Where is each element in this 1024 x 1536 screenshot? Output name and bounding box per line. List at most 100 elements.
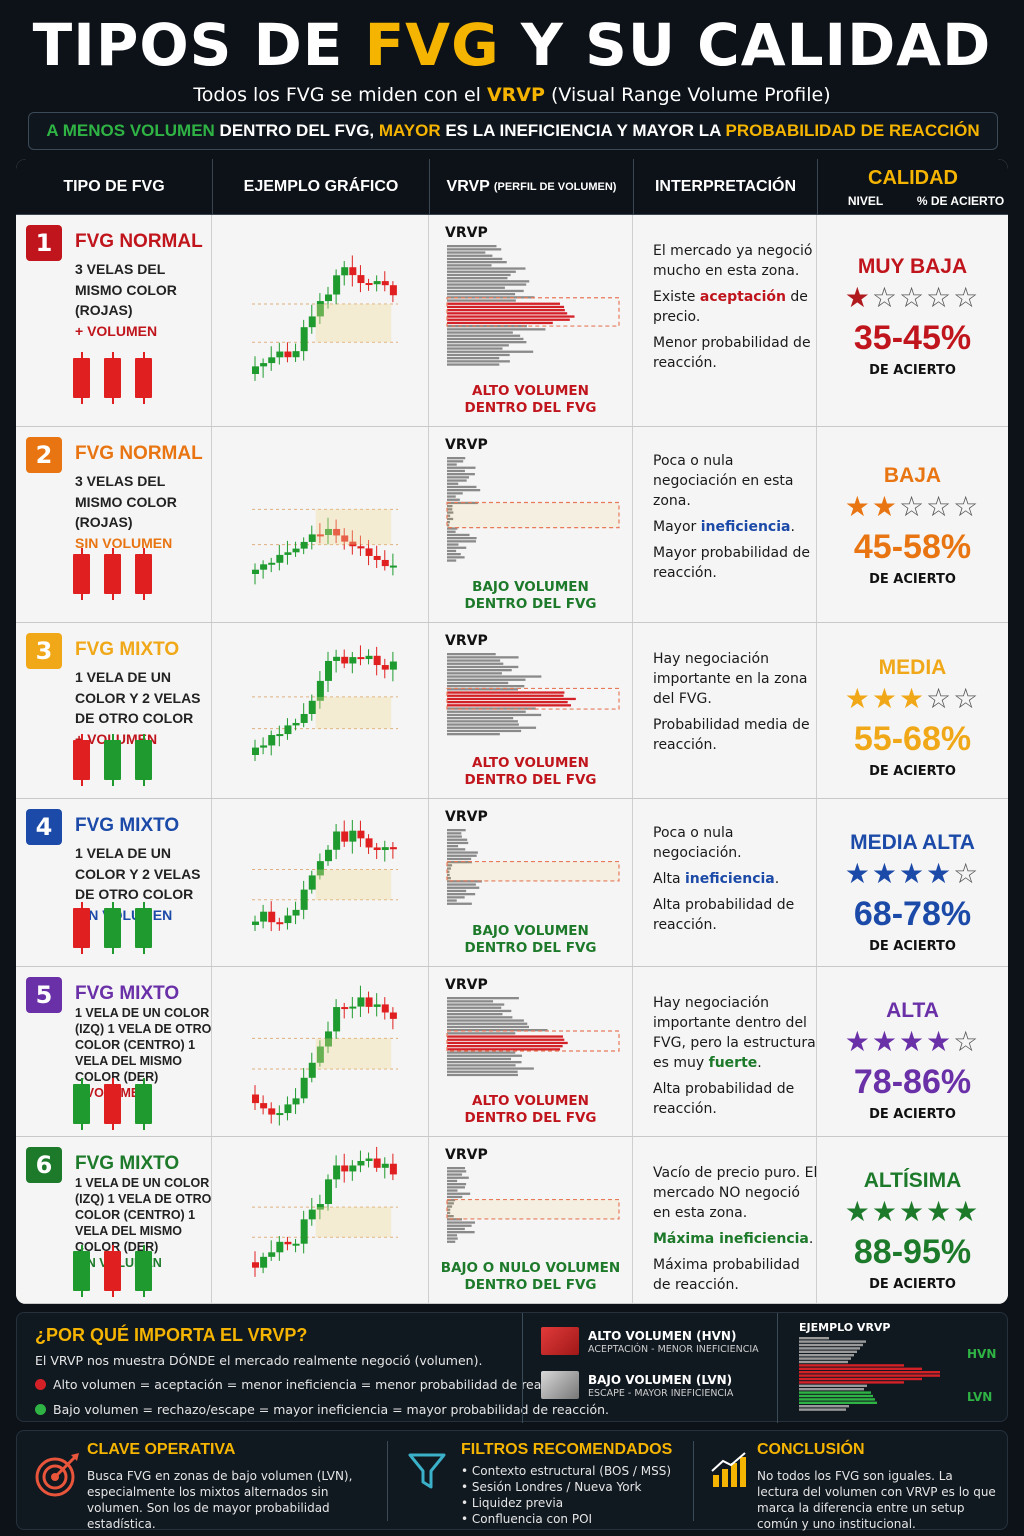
interpretation-text: Hay negociación importante dentro del FV… xyxy=(653,993,821,1125)
empty-star-icon: ☆ xyxy=(953,1025,981,1059)
filled-star-icon: ★ xyxy=(844,1025,872,1059)
accuracy-label: DE ACIERTO xyxy=(869,1276,956,1292)
filled-star-icon: ★ xyxy=(898,1194,927,1228)
fvg-type-name: FVG MIXTO xyxy=(75,983,180,1004)
empty-star-icon: ☆ xyxy=(926,490,954,524)
lvn-title: BAJO VOLUMEN (LVN) xyxy=(588,1373,733,1387)
fvg-type-name: FVG MIXTO xyxy=(75,815,180,836)
interp-line: Hay negociación importante en la zona de… xyxy=(653,651,808,707)
hvn-swatch xyxy=(541,1327,579,1355)
table-header: TIPO DE FVG EJEMPLO GRÁFICO VRVP (PERFIL … xyxy=(16,159,1008,215)
volume-label: ALTO VOLUMEN DENTRO DEL FVG xyxy=(464,1093,597,1126)
page-title: TIPOS DE FVG Y SU CALIDAD xyxy=(32,11,992,79)
vrvp-example: EJEMPLO VRVP HVN LVN xyxy=(783,1313,1009,1423)
green-candle-icon xyxy=(135,1245,152,1297)
fvg-type-name: FVG MIXTO xyxy=(75,639,180,660)
accuracy-label: DE ACIERTO xyxy=(869,938,956,954)
interp-cell: Poca o nula negociación en esta zona. May… xyxy=(633,427,817,622)
table-row: 4 FVG MIXTO 1 VELA DE UN COLOR Y 2 VELAS… xyxy=(16,799,1008,967)
red-candle-icon xyxy=(73,548,90,600)
type-cell: 1 FVG NORMAL 3 VELAS DEL MISMO COLOR (RO… xyxy=(16,215,212,426)
interp-cell: El mercado ya negoció mucho en esta zona… xyxy=(633,215,817,426)
volume-label: BAJO VOLUMEN DENTRO DEL FVG xyxy=(464,923,597,956)
page-subtitle: Todos los FVG se miden con el VRVP (Visu… xyxy=(193,84,831,106)
empty-star-icon: ☆ xyxy=(898,490,927,524)
quality-level: MUY BAJA xyxy=(857,255,968,279)
fvg-type-name: FVG NORMAL xyxy=(75,231,203,252)
vrvp-cell: VRVP BAJO VOLUMEN DENTRO DEL FVG xyxy=(429,427,633,622)
empty-star-icon: ☆ xyxy=(871,281,899,315)
interp-line: Alta probabilidad de reacción. xyxy=(653,897,795,933)
filled-star-icon: ★ xyxy=(844,281,872,315)
filled-star-icon: ★ xyxy=(926,1194,954,1228)
filled-star-icon: ★ xyxy=(926,856,954,890)
rating-stars: ★★☆☆☆ xyxy=(817,492,1008,522)
interp-line: Poca o nula negociación. xyxy=(653,825,742,861)
example-cell xyxy=(212,623,429,798)
table-row: 1 FVG NORMAL 3 VELAS DEL MISMO COLOR (RO… xyxy=(16,215,1008,427)
fvg-type-desc: 1 VELA DE UN COLOR (IZQ) 1 VELA DE OTRO … xyxy=(75,1005,215,1101)
filters-block: FILTROS RECOMENDADOS • Contexto estructu… xyxy=(397,1431,697,1531)
interp-line: Máxima probabilidad de reacción. xyxy=(653,1257,800,1293)
row-number: 5 xyxy=(26,977,62,1013)
accuracy-percent: 68-78% xyxy=(853,894,972,933)
filled-star-icon: ★ xyxy=(871,856,899,890)
quality-level: MEDIA ALTA xyxy=(850,830,975,854)
interp-line: Vacío de precio puro. El mercado NO nego… xyxy=(653,1165,818,1221)
green-dot-icon xyxy=(35,1404,46,1415)
interpretation-text: Poca o nula negociación en esta zona. May… xyxy=(653,451,821,589)
lvn-label: LVN xyxy=(967,1390,993,1404)
example-cell xyxy=(212,1137,429,1303)
red-candle-icon xyxy=(135,352,152,404)
type-cell: 5 FVG MIXTO 1 VELA DE UN COLOR (IZQ) 1 V… xyxy=(16,967,212,1136)
quality-level: ALTA xyxy=(886,999,939,1023)
chart-up-icon xyxy=(711,1452,746,1487)
rating-stars: ★★★☆☆ xyxy=(817,684,1008,714)
vrvp-example-title: EJEMPLO VRVP xyxy=(799,1321,891,1334)
empty-star-icon: ☆ xyxy=(926,682,954,716)
candlestick-example-chart xyxy=(252,819,398,932)
filled-star-icon: ★ xyxy=(871,490,899,524)
why-title: ¿POR QUÉ IMPORTA EL VRVP? xyxy=(35,1325,308,1345)
red-candle-icon xyxy=(104,352,121,404)
type-cell: 6 FVG MIXTO 1 VELA DE UN COLOR (IZQ) 1 V… xyxy=(16,1137,212,1303)
accuracy-label: DE ACIERTO xyxy=(869,764,956,780)
volume-profile-chart xyxy=(446,245,620,366)
accuracy-label: DE ACIERTO xyxy=(869,1107,956,1123)
row-number: 2 xyxy=(26,437,62,473)
red-candle-icon xyxy=(135,548,152,600)
vrvp-cell: VRVP BAJO VOLUMEN DENTRO DEL FVG xyxy=(429,799,633,966)
lvn-sub: ESCAPE - MAYOR INEFICIENCIA xyxy=(588,1388,734,1399)
interpretation-text: El mercado ya negoció mucho en esta zona… xyxy=(653,241,821,379)
filled-star-icon: ★ xyxy=(871,682,899,716)
candlestick-example-chart xyxy=(252,508,398,585)
filters-title: FILTROS RECOMENDADOS xyxy=(461,1441,673,1458)
accuracy-percent: 78-86% xyxy=(853,1063,972,1102)
volume-profile-chart xyxy=(446,997,620,1077)
interp-emphasis: ineficiencia xyxy=(700,519,791,535)
red-candle-icon xyxy=(73,352,90,404)
interp-emphasis: aceptación xyxy=(699,289,786,305)
green-candle-icon xyxy=(104,734,121,786)
filter-icon xyxy=(408,1453,446,1489)
filled-star-icon: ★ xyxy=(844,1194,872,1228)
rating-stars: ★★★★☆ xyxy=(817,856,1008,890)
quality-cell: ALTA ★★★★☆ 78-86% DE ACIERTO xyxy=(817,967,1008,1136)
row-number: 3 xyxy=(26,633,62,669)
conclusion-title: CONCLUSIÓN xyxy=(757,1441,865,1458)
volume-label: ALTO VOLUMEN DENTRO DEL FVG xyxy=(464,755,597,788)
candlestick-example-chart xyxy=(252,1146,398,1277)
interp-line: Menor probabilidad de reacción. xyxy=(653,335,811,371)
hvn-title: ALTO VOLUMEN (HVN) xyxy=(588,1329,737,1343)
filter-item: • Contexto estructural (BOS / MSS) xyxy=(461,1464,672,1478)
vrvp-cell: VRVP ALTO VOLUMEN DENTRO DEL FVG xyxy=(429,215,633,426)
interp-cell: Vacío de precio puro. El mercado NO nego… xyxy=(633,1137,817,1303)
vrvp-label: VRVP xyxy=(445,1147,488,1163)
interp-emphasis: Máxima ineficiencia xyxy=(653,1231,809,1247)
vrvp-example-chart xyxy=(799,1337,940,1411)
example-cell xyxy=(212,967,429,1136)
vrvp-label: VRVP xyxy=(445,437,488,453)
red-dot-icon xyxy=(35,1379,46,1390)
filled-star-icon: ★ xyxy=(898,682,927,716)
